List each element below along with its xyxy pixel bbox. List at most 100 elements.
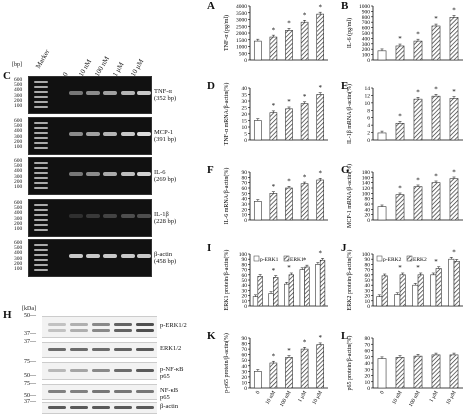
marker-band	[34, 91, 48, 93]
y-tick-label: 90	[365, 257, 371, 263]
sample-band	[69, 214, 83, 218]
bar	[319, 259, 326, 307]
y-tick-label: 25	[242, 106, 248, 112]
y-tick-label: 20	[365, 294, 371, 300]
bar	[412, 284, 419, 307]
y-tick-label: 10	[242, 380, 248, 386]
y-tick-label: 15	[242, 119, 248, 125]
marker-band	[34, 177, 48, 179]
western-band	[92, 329, 110, 332]
y-axis-label: ERK1 protein/β-actin(%)	[223, 250, 230, 311]
y-tick-label: 600	[362, 26, 371, 32]
bar	[381, 275, 388, 307]
x-tick-label: 10 μM	[311, 390, 324, 406]
y-tick-label: 60	[242, 273, 248, 279]
y-axis-label: ERK2 protein/β-actin(%)	[346, 250, 353, 311]
y-tick-label: 70	[365, 268, 371, 274]
y-tick-label: 900	[362, 9, 371, 15]
y-tick-label: 0	[367, 138, 370, 144]
y-tick-label: 30	[365, 367, 371, 373]
y-tick-label: 30	[242, 202, 248, 208]
significance-asterisk: *	[303, 93, 307, 101]
significance-asterisk: *	[303, 11, 307, 19]
bp-tick-label: 100	[14, 226, 23, 232]
sample-band	[121, 172, 135, 176]
marker-band	[34, 264, 48, 266]
significance-asterisk: *	[434, 15, 438, 23]
western-strip-1	[42, 342, 157, 358]
bp-tick-label: 200	[14, 97, 23, 104]
bp-tick-label: 300	[14, 92, 23, 99]
panel-letter-e: E	[341, 80, 349, 92]
sample-band	[86, 172, 100, 176]
y-tick-label: 0	[244, 138, 247, 144]
x-tick-label: 0	[379, 390, 386, 396]
bar	[269, 112, 278, 141]
bar	[316, 13, 325, 61]
x-tick-label: 1 μM	[429, 390, 440, 403]
marker-band	[34, 187, 48, 189]
y-tick-label: 40	[242, 86, 248, 92]
sample-band	[103, 172, 117, 176]
y-tick-label: 20	[242, 375, 248, 381]
significance-asterisk: *	[452, 168, 456, 176]
bar	[253, 201, 262, 221]
western-band	[136, 390, 154, 393]
significance-asterisk: *	[416, 89, 420, 97]
bar	[284, 283, 290, 307]
gel-row-4	[28, 239, 152, 277]
y-tick-label: 800	[362, 15, 371, 21]
bp-tick-label: 200	[14, 138, 23, 145]
significance-asterisk: *	[303, 339, 307, 347]
bp-tick-label: 600	[14, 240, 23, 246]
y-tick-label: 500	[239, 51, 248, 57]
western-strip-0	[42, 316, 157, 338]
western-band	[114, 390, 132, 393]
legend-label: ERK1	[290, 257, 304, 263]
significance-asterisk: *	[287, 264, 291, 272]
significance-asterisk: *	[318, 3, 322, 11]
bar	[417, 274, 424, 307]
y-tick-label: 20	[242, 112, 248, 118]
y-tick-label: 30	[242, 99, 248, 105]
y-tick-label: 20	[242, 294, 248, 300]
marker-band	[34, 214, 48, 216]
sample-band	[137, 132, 151, 136]
y-tick-label: 70	[365, 342, 371, 348]
y-tick-label: 2	[367, 131, 370, 137]
y-axis-label: IL-6 (pg/ml)	[346, 18, 353, 48]
sample-band	[69, 91, 83, 95]
y-tick-label: 50	[365, 355, 371, 361]
y-tick-label: 80	[365, 262, 371, 268]
marker-band	[34, 137, 48, 139]
gel-row-label: IL-1β (228 bp)	[154, 211, 177, 225]
legend-swatch	[406, 255, 413, 262]
legend-label: p-ERK1	[260, 257, 279, 263]
significance-asterisk: *	[272, 26, 276, 34]
significance-asterisk: *	[272, 102, 276, 110]
marker-band	[34, 254, 48, 256]
bar	[435, 268, 442, 307]
bar	[285, 357, 293, 389]
y-tick-label: 40	[365, 361, 371, 367]
y-tick-label: 5	[244, 132, 247, 138]
y-tick-label: 40	[242, 283, 248, 289]
y-tick-label: 10	[242, 299, 248, 305]
bar	[300, 183, 309, 221]
panel-letter-d: D	[207, 80, 215, 92]
bp-tick-label: 500	[14, 205, 23, 212]
sample-band	[137, 254, 151, 258]
western-band	[136, 348, 154, 351]
bp-tick-label: 400	[14, 128, 23, 135]
sample-band	[103, 91, 117, 95]
significance-asterisk: *	[287, 347, 291, 355]
significance-asterisk: *	[318, 84, 322, 92]
y-tick-label: 80	[242, 342, 248, 348]
y-tick-label: 10	[365, 380, 371, 386]
y-tick-label: 6	[367, 116, 370, 122]
bar	[413, 186, 423, 221]
western-label: p-NF-κB p65	[160, 366, 184, 380]
marker-band	[34, 122, 48, 124]
y-tick-label: 10	[242, 125, 248, 131]
y-tick-label: 300	[362, 42, 371, 48]
